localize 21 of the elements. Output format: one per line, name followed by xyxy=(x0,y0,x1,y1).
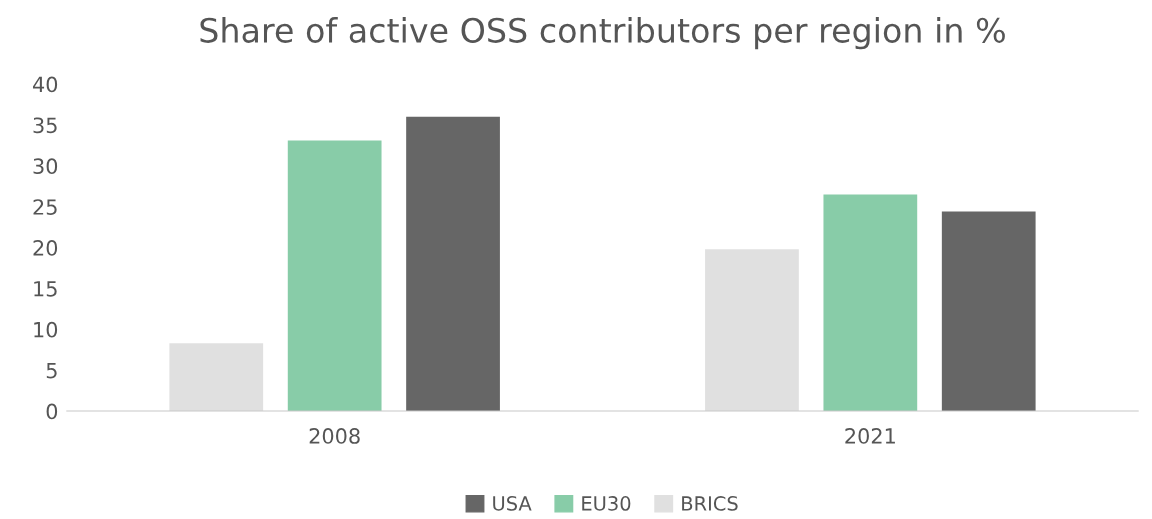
y-tick-label: 15 xyxy=(34,281,57,297)
legend-label: BRICS xyxy=(682,496,738,511)
bar xyxy=(941,211,1036,412)
y-tick-label: 40 xyxy=(32,76,58,93)
y-tick-label: 20 xyxy=(33,240,58,256)
bar xyxy=(823,194,918,412)
x-tick-label: 2021 xyxy=(845,428,895,444)
y-tick-label: 35 xyxy=(33,117,57,134)
y-tick-label: 25 xyxy=(33,199,57,215)
bar xyxy=(287,140,382,412)
y-tick-label: 30 xyxy=(33,158,58,175)
x-tick-label: 2008 xyxy=(309,428,360,444)
y-tick-label: 10 xyxy=(34,321,58,338)
y-tick-label: 0 xyxy=(46,403,58,420)
chart-title: Share of active OSS contributors per region in % xyxy=(200,17,1005,50)
bar xyxy=(406,116,500,412)
bar xyxy=(169,343,264,412)
legend-label: USA xyxy=(493,496,532,511)
y-tick-label: 5 xyxy=(46,362,57,379)
bar xyxy=(705,249,799,412)
legend-label: EU30 xyxy=(582,496,631,511)
